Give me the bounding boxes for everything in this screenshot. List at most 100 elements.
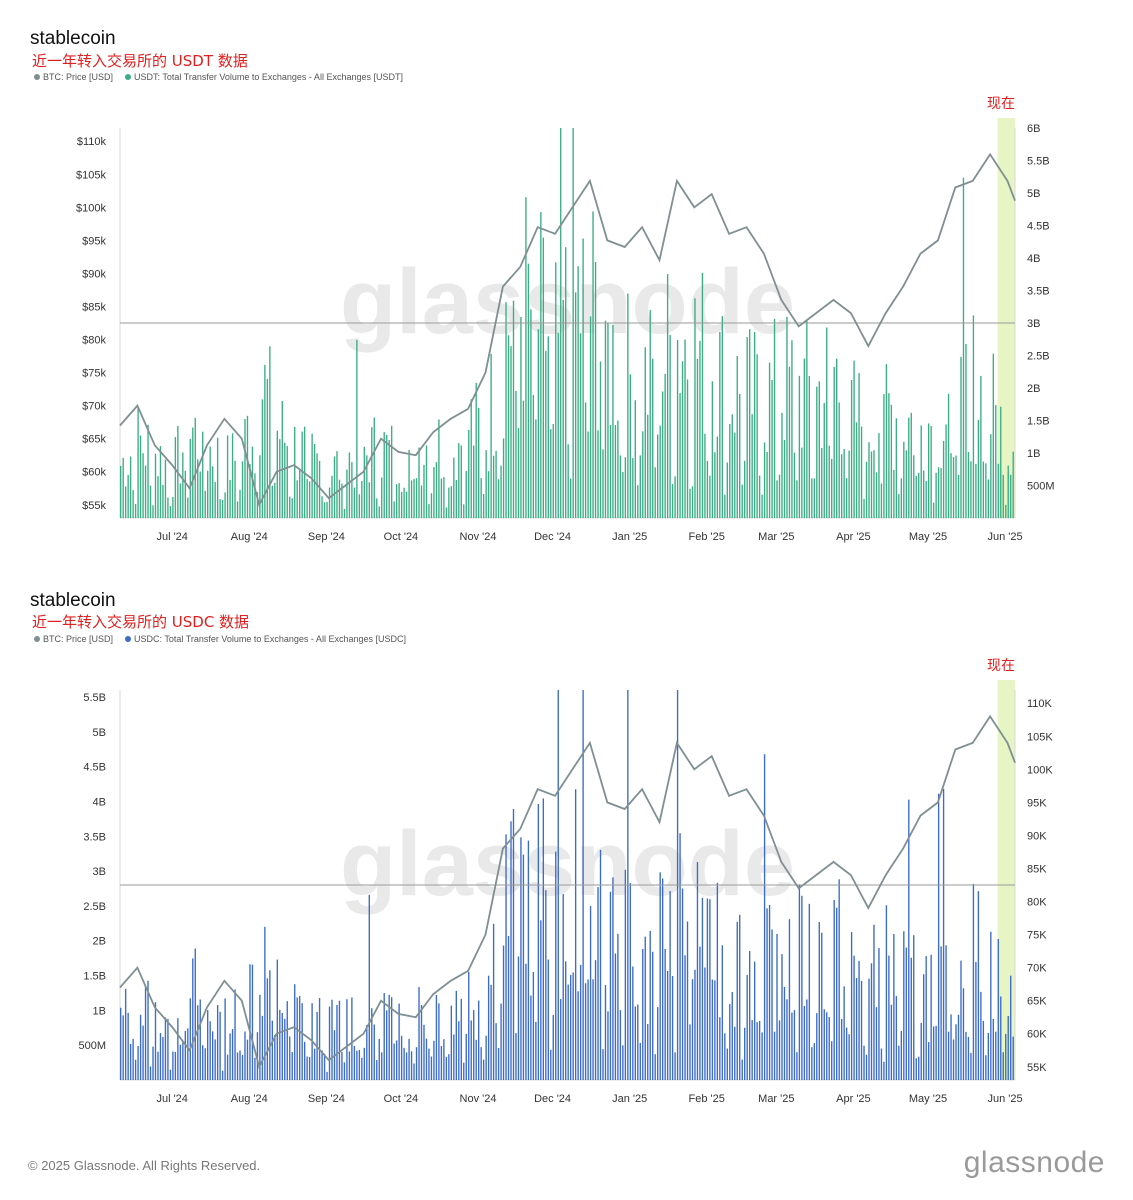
legend-item-usdt[interactable]: USDT: Total Transfer Volume to Exchanges…	[125, 72, 403, 82]
volume-bar	[614, 953, 617, 1080]
volume-bar	[818, 381, 820, 518]
volume-bar	[885, 364, 888, 518]
volume-bar	[681, 361, 684, 518]
volume-bar	[806, 320, 808, 518]
volume-bar	[229, 479, 231, 518]
volume-bar	[632, 458, 634, 518]
volume-bar	[361, 1057, 363, 1080]
volume-bar	[565, 961, 567, 1080]
volume-bar	[169, 1069, 172, 1080]
volume-bar	[137, 406, 139, 518]
x-tick-label: Jun '25	[987, 531, 1022, 543]
volume-bar	[666, 274, 669, 518]
volume-bar	[898, 494, 900, 518]
volume-bar	[174, 1051, 177, 1080]
x-tick-label: Jun '25	[987, 1093, 1022, 1105]
volume-bar	[612, 324, 614, 518]
volume-bar	[373, 1024, 375, 1080]
volume-bar	[517, 956, 520, 1080]
volume-bar	[366, 1025, 368, 1080]
volume-bar	[149, 485, 152, 518]
volume-bar	[761, 1032, 763, 1080]
legend-item-usdc[interactable]: USDC: Total Transfer Volume to Exchanges…	[125, 634, 406, 644]
volume-bar	[301, 431, 303, 518]
volume-bar	[704, 433, 706, 518]
volume-bar	[1007, 465, 1009, 518]
right-tick-label: 5B	[1027, 188, 1040, 200]
volume-bar	[602, 449, 604, 518]
volume-bar	[816, 1013, 818, 1080]
chart-1-usdt[interactable]: glassnode $55k $60k $65k $70k $75k $80k $85k $90…	[0, 118, 1133, 558]
volume-bar	[694, 298, 696, 518]
volume-bar	[858, 373, 860, 518]
chart-2-usdc[interactable]: glassnode 500M 1B 1.5B 2B 2.5B 3B 3.5B 4B 4.5B 5B 5…	[0, 680, 1133, 1120]
volume-bar	[654, 1054, 656, 1080]
volume-bar	[726, 462, 728, 518]
volume-bar	[221, 1070, 224, 1080]
volume-bar	[167, 1018, 169, 1080]
volume-bar	[443, 1039, 445, 1080]
volume-bar	[134, 1059, 137, 1080]
volume-bar	[430, 493, 433, 518]
volume-bar	[500, 1003, 502, 1080]
volume-bar	[654, 467, 656, 518]
volume-bar	[445, 1056, 448, 1080]
legend-item-btc[interactable]: BTC: Price [USD]	[34, 72, 113, 82]
volume-bar	[323, 1053, 326, 1080]
volume-bar	[619, 455, 622, 518]
volume-bar	[306, 479, 308, 518]
volume-bar	[637, 1004, 639, 1080]
volume-bar	[507, 935, 510, 1080]
volume-bar	[226, 435, 229, 518]
volume-bar	[748, 329, 751, 518]
volume-bar	[649, 930, 651, 1080]
volume-bar	[848, 450, 850, 518]
volume-bar	[522, 854, 525, 1080]
volume-bar	[405, 1052, 408, 1080]
volume-bar	[254, 1057, 256, 1080]
volume-bar	[502, 438, 505, 518]
chart-2-title: stablecoin	[30, 590, 116, 611]
volume-bar	[338, 1000, 341, 1080]
volume-bar	[413, 1063, 415, 1080]
volume-bar	[458, 443, 460, 518]
volume-bar	[341, 483, 343, 518]
x-tick-label: Sep '24	[308, 1093, 345, 1105]
volume-bar	[490, 984, 492, 1080]
volume-bar	[120, 465, 122, 518]
volume-bar	[661, 391, 664, 518]
x-tick-label: Dec '24	[534, 1093, 571, 1105]
volume-bar	[699, 946, 701, 1080]
volume-bar	[619, 1010, 622, 1080]
left-tick-label: $75k	[82, 368, 106, 380]
left-tick-label: 5B	[93, 727, 106, 739]
volume-bar	[308, 1056, 311, 1080]
legend-item-btc[interactable]: BTC: Price [USD]	[34, 634, 113, 644]
volume-bar	[552, 424, 554, 518]
volume-bar	[992, 1018, 994, 1080]
volume-bar	[868, 442, 870, 518]
x-tick-label: Apr '25	[836, 531, 871, 543]
volume-bar	[378, 506, 380, 518]
volume-bar	[1012, 451, 1014, 518]
volume-bar	[915, 475, 917, 518]
volume-bar	[838, 879, 840, 1080]
volume-bar	[453, 1034, 455, 1080]
volume-bar	[659, 425, 661, 518]
volume-bar	[410, 480, 413, 518]
volume-bar	[415, 478, 418, 518]
volume-bar	[468, 971, 470, 1080]
volume-bar	[868, 978, 870, 1080]
volume-bar	[189, 438, 191, 518]
volume-bar	[985, 463, 987, 518]
volume-bar	[492, 923, 495, 1080]
watermark: glassnode	[340, 251, 795, 353]
volume-bar	[490, 353, 492, 518]
volume-bar	[843, 986, 845, 1080]
volume-bar	[811, 1047, 813, 1080]
volume-bar	[706, 898, 709, 1080]
volume-bar	[281, 401, 283, 518]
volume-bar	[348, 452, 351, 518]
right-tick-label: 75K	[1027, 930, 1047, 942]
volume-bar	[691, 486, 694, 518]
